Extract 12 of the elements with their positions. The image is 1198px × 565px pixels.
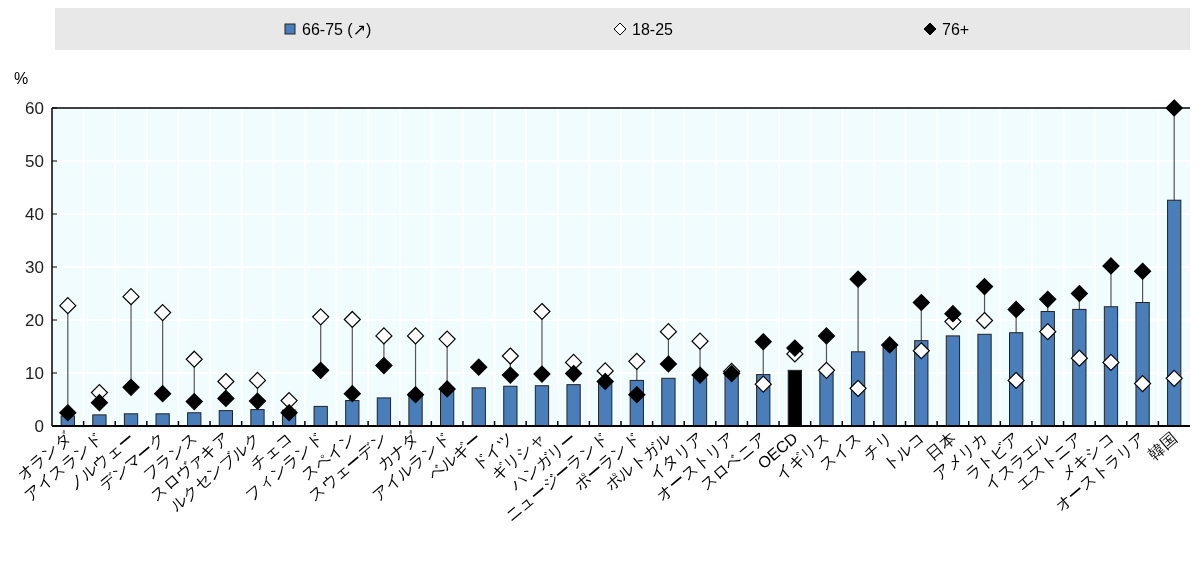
y-tick-label: 50 — [25, 152, 44, 171]
y-tick-label: 20 — [25, 311, 44, 330]
x-tick-label: 韓国 — [1144, 429, 1181, 463]
y-tick-label: 40 — [25, 205, 44, 224]
y-tick-label: 0 — [34, 417, 44, 436]
y-tick-label: 10 — [25, 364, 44, 383]
y-axis-title: % — [14, 70, 29, 87]
y-tick-label: 30 — [25, 258, 44, 277]
legend-label: 18-25 — [632, 21, 674, 38]
legend-label: 66-75 (↗) — [302, 21, 372, 38]
y-tick-label: 60 — [25, 99, 44, 118]
legend-label: 76+ — [942, 21, 970, 38]
